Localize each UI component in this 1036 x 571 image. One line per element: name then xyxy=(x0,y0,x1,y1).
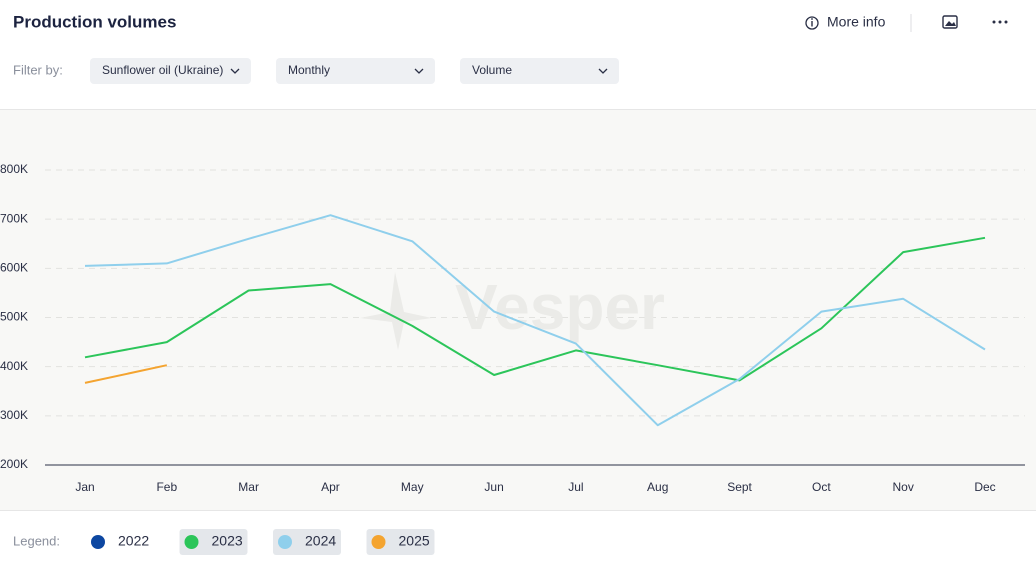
series-line xyxy=(84,364,168,384)
y-tick-label: 200K xyxy=(0,457,28,471)
dropdown-box xyxy=(276,58,435,84)
y-tick-label: 800K xyxy=(0,162,28,176)
chart-background xyxy=(0,110,1036,510)
legend-item[interactable]: 2022 xyxy=(91,533,149,549)
legend-swatch xyxy=(91,535,105,549)
menu-dot xyxy=(992,20,996,24)
legend-name: 2024 xyxy=(305,533,336,549)
legend-item[interactable]: 2023 xyxy=(179,529,248,555)
x-tick-label: Feb xyxy=(156,480,177,494)
dropdown-chevron xyxy=(598,68,608,74)
filter-label: Filter by: xyxy=(13,62,63,77)
page-title: Production volumes xyxy=(13,12,176,31)
x-tick-label: May xyxy=(401,480,424,494)
series-line xyxy=(84,236,986,382)
x-tick-label: Jul xyxy=(568,480,583,494)
dropdown-label: Monthly xyxy=(288,63,330,77)
y-tick-label: 500K xyxy=(0,310,28,324)
legend-swatch xyxy=(371,535,386,549)
filter-dropdown[interactable]: Volume xyxy=(460,58,619,84)
more-menu-button[interactable] xyxy=(992,20,1008,24)
legend-label: Legend: xyxy=(13,533,60,548)
legend-item[interactable]: 2025 xyxy=(366,529,435,555)
x-tick-label: Sept xyxy=(727,480,752,494)
series-line xyxy=(84,214,986,427)
x-tick-label: Jun xyxy=(484,480,503,494)
dropdown-chevron xyxy=(230,68,240,74)
legend-pill xyxy=(179,529,248,555)
image-icon-mountain xyxy=(945,21,956,26)
image-export-button[interactable] xyxy=(942,15,958,29)
legend-name: 2023 xyxy=(212,533,243,549)
dropdown-label: Volume xyxy=(472,63,512,77)
x-tick-label: Aug xyxy=(647,480,668,494)
info-icon-dot xyxy=(811,18,813,20)
watermark-text: Vesper xyxy=(455,271,665,343)
x-tick-label: Jan xyxy=(75,480,94,494)
legend-pill xyxy=(273,529,341,555)
y-tick-label: 400K xyxy=(0,359,28,373)
x-tick-label: Apr xyxy=(321,480,340,494)
menu-dot xyxy=(1004,20,1008,24)
more-info-label: More info xyxy=(827,14,886,30)
y-tick-label: 300K xyxy=(0,408,28,422)
legend-pill xyxy=(366,529,435,555)
x-tick-label: Dec xyxy=(974,480,995,494)
legend-name: 2025 xyxy=(399,533,430,549)
filter-dropdown[interactable]: Monthly xyxy=(276,58,435,84)
legend-swatch xyxy=(184,535,199,549)
dropdown-chevron xyxy=(414,68,424,74)
x-tick-label: Mar xyxy=(238,480,259,494)
dropdown-box xyxy=(460,58,619,84)
menu-dot xyxy=(998,20,1002,24)
info-icon xyxy=(805,16,819,30)
legend-swatch xyxy=(278,535,292,549)
more-info-button[interactable]: More info xyxy=(805,14,886,30)
legend-item[interactable]: 2024 xyxy=(273,529,341,555)
y-tick-label: 700K xyxy=(0,211,28,225)
watermark-logo xyxy=(360,272,432,350)
x-tick-label: Oct xyxy=(812,480,831,494)
x-tick-label: Nov xyxy=(893,480,914,494)
dropdown-label: Sunflower oil (Ukraine) xyxy=(102,63,223,77)
filter-dropdown[interactable]: Sunflower oil (Ukraine) xyxy=(90,58,251,84)
y-tick-label: 600K xyxy=(0,261,28,275)
image-icon xyxy=(942,15,958,29)
legend-name: 2022 xyxy=(118,533,149,549)
dropdown-box xyxy=(90,58,251,84)
